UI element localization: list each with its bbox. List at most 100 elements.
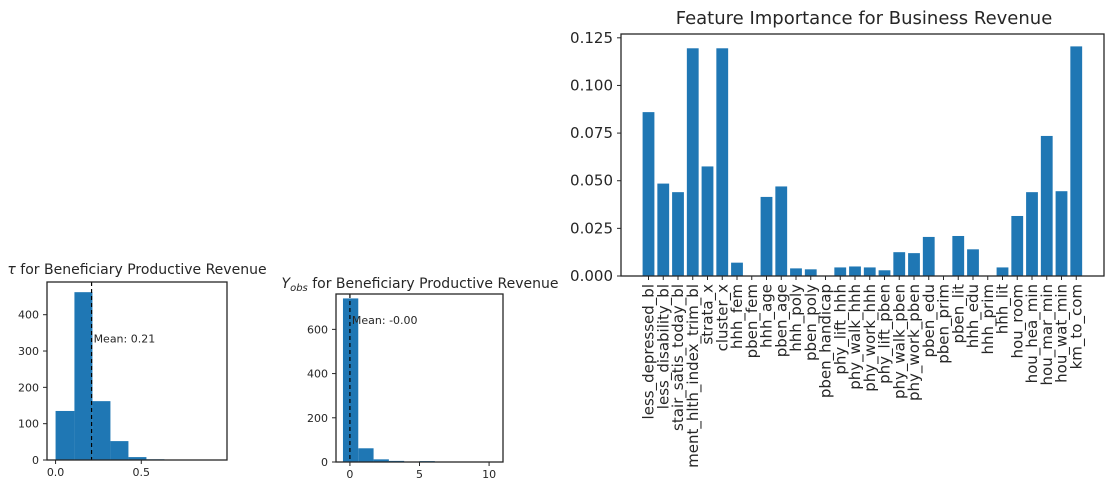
feature-importance-xtick-label: pben_fem <box>743 284 762 358</box>
feature-importance-bar <box>1026 192 1038 276</box>
feature-importance-bar <box>1011 215 1024 276</box>
feature-importance-bar <box>790 268 802 276</box>
tau-bar <box>55 410 75 460</box>
tau-bar <box>92 401 111 460</box>
feature-importance-bar <box>775 186 788 276</box>
yobs-histogram: Yobs for Beneficiary Productive Revenue … <box>282 276 559 481</box>
feature-importance-bar <box>657 183 670 276</box>
feature-importance-xtick-label: hhh_poly <box>787 284 806 352</box>
yobs-histogram-title: Yobs for Beneficiary Productive Revenue <box>282 276 559 294</box>
feature-importance-xtick-label: hhh_fem <box>728 284 747 349</box>
feature-importance-xtick-label: hou_room <box>1008 284 1027 359</box>
tau-histogram-ticks: 0.0 0.5 0 100 200 300 400 <box>18 309 150 479</box>
feature-importance-xtick-label: hhh_age <box>758 284 777 348</box>
yobs-bar <box>358 448 374 462</box>
feature-importance-bar <box>878 270 891 276</box>
tau-xtick-label: 0.0 <box>47 466 65 479</box>
feature-importance-title: Feature Importance for Business Revenue <box>676 8 1053 29</box>
yobs-xtick-label: 0 <box>346 468 353 481</box>
feature-importance-xtick-label: pben_handicap <box>817 284 836 398</box>
feature-importance-xtick-label: hhh_prim <box>979 284 998 355</box>
feature-importance-ytick-label: 0.075 <box>570 124 613 142</box>
feature-importance-xtick-label: ment_hlth_index_trim_bl <box>684 284 703 468</box>
feature-importance-bar <box>996 267 1009 276</box>
feature-importance-xtick-label: pben_poly <box>802 284 821 361</box>
feature-importance-ytick-label: 0.025 <box>570 219 613 237</box>
feature-importance-bar <box>967 249 979 276</box>
feature-importance-xtick-label: less_disability_bl <box>654 284 673 409</box>
feature-importance-xtick-label: pben_age <box>772 284 791 357</box>
tau-ytick-label: 0 <box>32 454 39 467</box>
feature-importance-xtick-label: hou_mar_min <box>1038 284 1057 385</box>
tau-mean-label: Mean: 0.21 <box>94 333 156 346</box>
tau-ytick-label: 400 <box>18 309 39 322</box>
feature-importance-xtick-label: pben_lit <box>949 284 968 344</box>
tau-bar <box>74 292 93 460</box>
feature-importance-xtick-label: pben_prim <box>935 284 954 364</box>
tau-histogram-title: τ for Beneficiary Productive Revenue <box>7 262 266 278</box>
feature-importance-bar <box>1055 191 1068 276</box>
feature-importance-xtick-label: hhh_edu <box>964 284 983 348</box>
feature-importance-chart: Feature Importance for Business Revenue … <box>570 8 1105 468</box>
tau-bar <box>128 457 147 460</box>
feature-importance-bar <box>952 235 965 276</box>
feature-importance-xtick-label: cluster_x <box>713 284 732 352</box>
feature-importance-bar <box>834 267 847 276</box>
feature-importance-xtick-label: stair_satis_today_bl <box>669 284 688 431</box>
tau-ytick-label: 200 <box>18 381 39 394</box>
tau-histogram-frame <box>46 281 228 461</box>
feature-importance-xticks: less_depressed_blless_disability_blstair… <box>640 276 1086 468</box>
feature-importance-bar <box>686 48 699 277</box>
feature-importance-ytick-label: 0.050 <box>570 172 613 190</box>
yobs-ytick-label: 400 <box>307 368 328 381</box>
feature-importance-bar <box>893 252 906 276</box>
feature-importance-xtick-label: phy_work_pben <box>905 284 924 401</box>
feature-importance-xtick-label: hou_wat_min <box>1053 284 1072 383</box>
tau-ytick-label: 100 <box>18 418 39 431</box>
feature-importance-bar <box>849 266 861 276</box>
feature-importance-xtick-label: km_to_com <box>1067 284 1086 369</box>
feature-importance-frame <box>620 33 1105 277</box>
feature-importance-bar <box>804 269 817 276</box>
yobs-bar <box>342 298 359 462</box>
feature-importance-xtick-label: phy_work_hhh <box>861 284 880 392</box>
feature-importance-xtick-label: strata_x <box>699 284 718 345</box>
feature-importance-bar <box>863 267 876 276</box>
yobs-histogram-frame <box>335 293 504 463</box>
feature-importance-bar <box>716 48 729 277</box>
tau-histogram: τ for Beneficiary Productive Revenue 0.0… <box>7 262 266 479</box>
feature-importance-bar <box>701 166 714 276</box>
feature-importance-ytick-label: 0.100 <box>570 76 613 94</box>
yobs-bar <box>373 459 389 462</box>
feature-importance-bar <box>1040 135 1053 276</box>
yobs-ytick-label: 200 <box>307 412 328 425</box>
tau-bar <box>110 441 129 460</box>
feature-importance-xtick-label: phy_walk_hhh <box>846 284 865 390</box>
feature-importance-bar <box>922 236 935 276</box>
feature-importance-ytick-label: 0.000 <box>570 267 613 285</box>
feature-importance-xtick-label: hou_hea_min <box>1023 284 1042 383</box>
yobs-mean-label: Mean: -0.00 <box>352 314 418 327</box>
feature-importance-xtick-label: hhh_lit <box>994 284 1013 334</box>
feature-importance-xtick-label: less_depressed_bl <box>640 284 659 419</box>
tau-ytick-label: 300 <box>18 345 39 358</box>
feature-importance-xtick-label: phy_lift_hhh <box>831 284 850 375</box>
feature-importance-bar <box>760 196 773 276</box>
feature-importance-xtick-label: pben_edu <box>920 284 939 358</box>
yobs-xtick-label: 5 <box>416 468 423 481</box>
feature-importance-xtick-label: phy_walk_pben <box>890 284 909 399</box>
yobs-histogram-ticks: 0 5 10 0 200 400 600 <box>307 323 496 481</box>
feature-importance-bar <box>642 112 655 277</box>
feature-importance-bars <box>642 46 1083 277</box>
feature-importance-xtick-label: phy_lift_pben <box>876 284 895 384</box>
tau-histogram-bars <box>55 292 183 460</box>
yobs-xtick-label: 10 <box>482 468 496 481</box>
feature-importance-bar <box>672 192 684 276</box>
yobs-ytick-label: 0 <box>321 456 328 469</box>
feature-importance-bar <box>1070 46 1083 276</box>
feature-importance-yticks: 0.000 0.025 0.050 0.075 0.100 0.125 <box>570 29 621 285</box>
feature-importance-ytick-label: 0.125 <box>570 29 613 47</box>
feature-importance-bar <box>731 262 743 276</box>
tau-xtick-label: 0.5 <box>133 466 151 479</box>
